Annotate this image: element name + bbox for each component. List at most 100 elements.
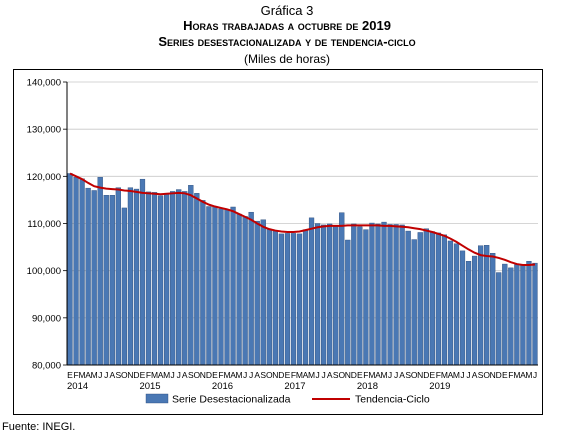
x-month-label: M <box>453 370 460 380</box>
bar <box>182 191 188 366</box>
x-month-label: N <box>490 370 496 380</box>
bar <box>284 233 291 366</box>
bar <box>230 206 236 366</box>
bar <box>411 239 417 366</box>
x-month-label: S <box>188 370 194 380</box>
bar <box>278 233 284 366</box>
bar <box>417 232 423 366</box>
y-tick-label: 80,000 <box>32 361 61 372</box>
x-month-label: A <box>303 370 309 380</box>
bar <box>254 220 260 366</box>
units-label: (Miles de horas) <box>243 52 331 66</box>
bar <box>508 267 514 366</box>
x-month-label: M <box>296 370 303 380</box>
bar <box>73 177 79 366</box>
x-month-label: N <box>200 370 206 380</box>
bar <box>236 213 242 366</box>
x-month-label: S <box>478 370 484 380</box>
bar <box>212 206 218 366</box>
bar <box>471 255 478 366</box>
x-year-label: 2017 <box>284 381 305 392</box>
bar <box>200 200 206 366</box>
x-month-label: A <box>375 370 381 380</box>
x-month-label: O <box>411 370 418 380</box>
x-month-label: S <box>405 370 411 380</box>
bar <box>363 229 369 366</box>
x-month-label: M <box>91 370 98 380</box>
y-tick-label: 90,000 <box>32 313 61 324</box>
bar <box>357 226 363 366</box>
bar <box>206 206 212 366</box>
bar <box>435 232 441 366</box>
x-month-label: A <box>230 370 236 380</box>
bar <box>79 178 85 366</box>
x-month-label: M <box>308 370 315 380</box>
x-month-label: E <box>212 370 218 380</box>
bar <box>314 223 321 366</box>
x-month-label: F <box>218 370 223 380</box>
x-month-label: F <box>291 370 296 380</box>
trend-line <box>69 172 536 267</box>
x-month-label: D <box>278 370 284 380</box>
x-month-label: D <box>206 370 212 380</box>
bar <box>339 212 345 366</box>
bar <box>121 207 127 366</box>
x-month-label: D <box>351 370 357 380</box>
y-tick-label: 110,000 <box>27 219 61 230</box>
x-month-label: N <box>272 370 278 380</box>
bar <box>369 222 375 366</box>
x-year-label: 2014 <box>67 381 88 392</box>
bar <box>526 261 532 366</box>
bar <box>381 221 387 366</box>
bar <box>532 262 538 366</box>
chart-subtitle: Series desestacionalizada y de tendencia… <box>158 34 416 49</box>
x-month-label: M <box>236 370 243 380</box>
x-month-label: A <box>182 370 188 380</box>
bar <box>145 191 152 366</box>
x-month-label: J <box>322 370 326 380</box>
x-month-label: N <box>417 370 423 380</box>
bar <box>103 194 109 366</box>
bar <box>188 185 194 366</box>
x-month-label: J <box>533 370 537 380</box>
bar <box>375 223 381 366</box>
x-month-label: J <box>394 370 398 380</box>
x-month-label: F <box>436 370 441 380</box>
y-tick-label: 140,000 <box>27 78 61 89</box>
bar <box>97 177 103 366</box>
bar <box>429 231 435 366</box>
source-note: Fuente: INEGI. <box>2 421 76 433</box>
y-tick-label: 120,000 <box>27 172 61 183</box>
x-month-label: A <box>448 370 454 380</box>
x-month-label: A <box>254 370 260 380</box>
x-month-label: S <box>115 370 121 380</box>
x-year-label: 2019 <box>429 381 450 392</box>
bar <box>478 245 484 366</box>
x-month-label: J <box>171 370 175 380</box>
x-month-label: E <box>502 370 508 380</box>
x-month-label: A <box>85 370 91 380</box>
bar <box>170 191 176 366</box>
x-month-label: J <box>104 370 108 380</box>
x-month-label: J <box>243 370 247 380</box>
bar <box>423 228 429 366</box>
x-month-label: M <box>380 370 387 380</box>
bar <box>290 233 297 366</box>
x-month-label: A <box>472 370 478 380</box>
figure-label: Gráfica 3 <box>260 3 314 18</box>
bar <box>272 230 278 366</box>
x-month-label: O <box>338 370 345 380</box>
bar <box>333 225 339 366</box>
bar <box>127 187 134 366</box>
x-month-label: A <box>399 370 405 380</box>
bar <box>327 223 333 366</box>
legend-label-trend: Tendencia-Ciclo <box>355 394 430 406</box>
bar <box>194 193 200 366</box>
x-month-label: A <box>109 370 115 380</box>
bar <box>260 219 266 366</box>
bar <box>514 264 520 366</box>
chart-title: Horas trabajadas a octubre de 2019 <box>183 18 391 33</box>
x-month-label: M <box>525 370 532 380</box>
x-month-label: E <box>357 370 363 380</box>
bar <box>453 243 460 366</box>
